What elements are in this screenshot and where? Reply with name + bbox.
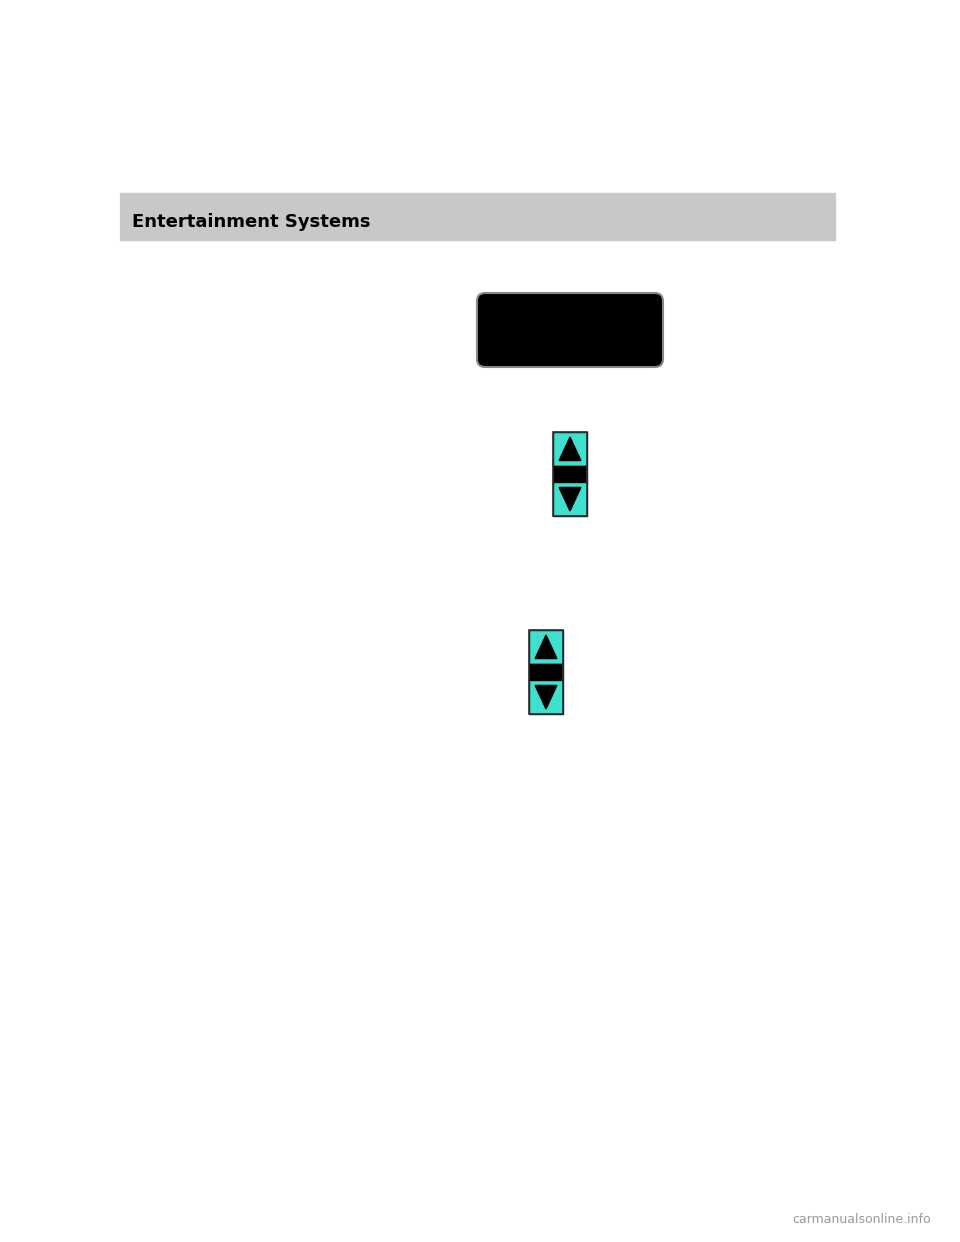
Polygon shape bbox=[559, 487, 581, 510]
Polygon shape bbox=[535, 635, 557, 658]
Polygon shape bbox=[559, 437, 581, 461]
FancyBboxPatch shape bbox=[529, 630, 563, 663]
FancyBboxPatch shape bbox=[477, 293, 663, 366]
Text: Entertainment Systems: Entertainment Systems bbox=[132, 214, 371, 231]
FancyBboxPatch shape bbox=[553, 432, 587, 466]
FancyBboxPatch shape bbox=[529, 663, 563, 681]
Text: carmanualsonline.info: carmanualsonline.info bbox=[793, 1213, 931, 1226]
Polygon shape bbox=[535, 686, 557, 709]
FancyBboxPatch shape bbox=[553, 466, 587, 482]
FancyBboxPatch shape bbox=[120, 193, 835, 240]
FancyBboxPatch shape bbox=[529, 681, 563, 714]
FancyBboxPatch shape bbox=[553, 482, 587, 515]
